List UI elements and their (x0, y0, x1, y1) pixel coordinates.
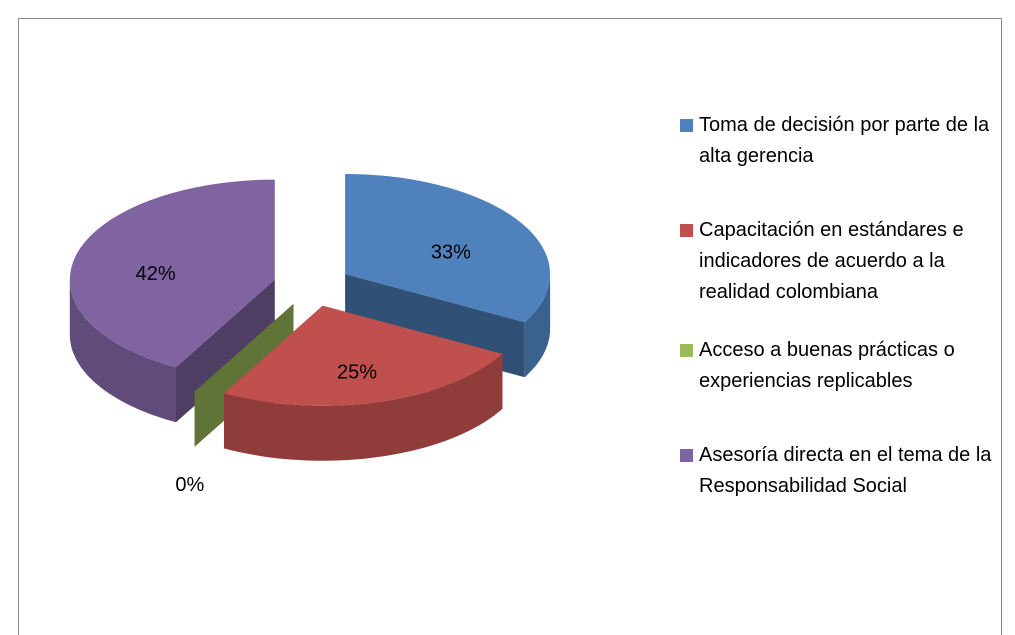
legend-label: Asesoría directa en el tema de la Respon… (699, 444, 992, 497)
slice (69, 179, 275, 368)
slice-side (194, 303, 294, 447)
legend-swatch (680, 119, 693, 132)
slice-wall (224, 353, 503, 461)
slice (224, 305, 503, 406)
data-label: 33% (431, 242, 471, 264)
slice (345, 174, 550, 323)
legend-swatch (680, 449, 693, 462)
data-label: 0% (175, 474, 204, 496)
legend-label: Toma de decisión por parte de la alta ge… (699, 114, 990, 167)
frame (18, 18, 1002, 635)
data-label: 42% (136, 263, 176, 285)
legend-label: Acceso a buenas prácticas o experiencias… (699, 339, 955, 392)
legend-entry: Acceso a buenas prácticas o experiencias… (680, 335, 1009, 397)
data-label: 25% (337, 362, 377, 384)
legend-swatch (680, 344, 693, 357)
legend-label: Capacitación en estándares e indicadores… (699, 219, 964, 303)
slice-wall (69, 279, 176, 423)
legend-entry: Toma de decisión por parte de la alta ge… (680, 110, 1009, 172)
slice-wall (524, 274, 551, 378)
legend-entry: Capacitación en estándares e indicadores… (680, 215, 1009, 308)
legend-entry: Asesoría directa en el tema de la Respon… (680, 440, 1009, 502)
legend-swatch (680, 224, 693, 237)
